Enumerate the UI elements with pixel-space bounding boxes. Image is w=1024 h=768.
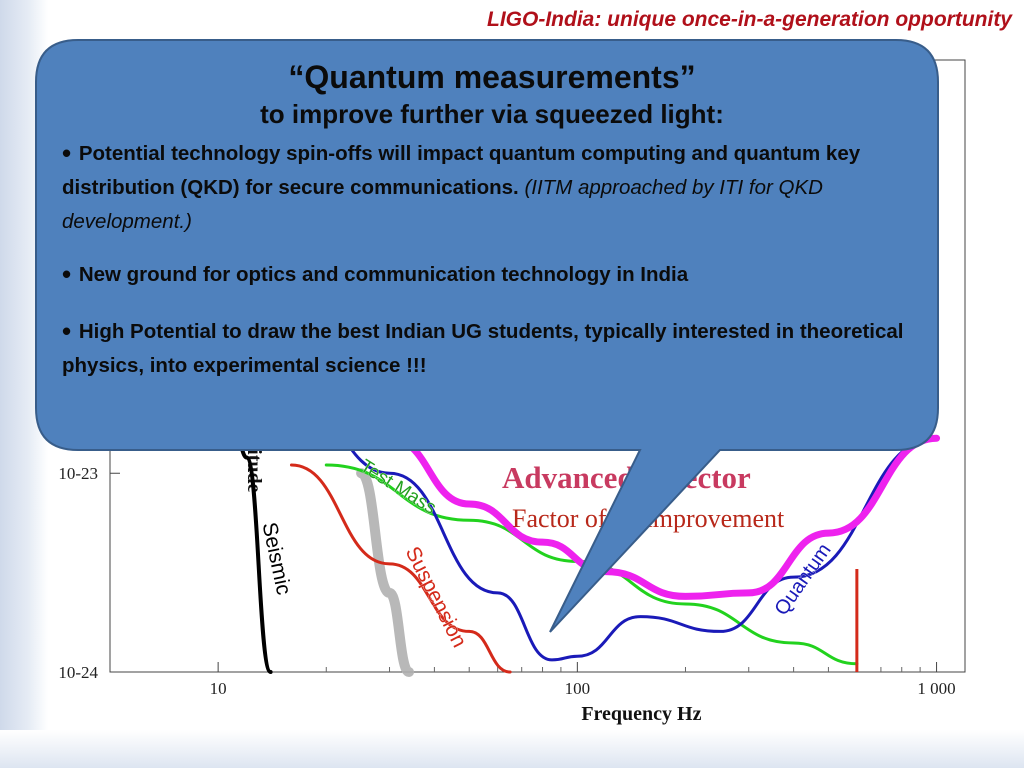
bullet-item: • New ground for optics and communicatio…: [62, 257, 922, 292]
bullet-italic-note: (IITM approached by ITI for QKD developm…: [62, 176, 823, 233]
y-tick-label: 10-23: [58, 464, 98, 483]
callout-text: “Quantum measurements” to improve furthe…: [62, 58, 922, 383]
series-line-suspension: [289, 463, 512, 674]
series-line-quantum: [216, 178, 939, 662]
bullet-dot-icon: •: [62, 138, 72, 168]
bullet-text: High Potential to draw the best Indian U…: [62, 320, 904, 377]
series-line-advanced-detector: [386, 434, 941, 600]
bullet-dot-icon: •: [62, 259, 72, 289]
x-tick-label: 1 000: [917, 679, 955, 698]
bullet-dot-icon: •: [62, 316, 72, 346]
x-axis-label: Frequency Hz: [581, 703, 701, 725]
bullet-text: New ground for optics and communication …: [78, 263, 689, 286]
series-line-unlabeled-1: [356, 468, 415, 677]
bullet-item: • Potential technology spin-offs will im…: [62, 136, 922, 239]
y-tick-label: 10-24: [58, 663, 98, 682]
callout-title: “Quantum measurements”: [288, 59, 696, 95]
x-tick-label: 100: [565, 679, 591, 698]
bullet-text: Potential technology spin-offs will impa…: [62, 142, 861, 199]
x-tick-label: 10: [210, 679, 227, 698]
callout-bubble: [35, 39, 939, 633]
bottom-band: [0, 730, 1024, 768]
callout-subtitle: to improve further via squeezed light:: [260, 99, 724, 129]
header-title: LIGO-India: unique once-in-a-generation …: [487, 8, 1012, 31]
bullet-item: • High Potential to draw the best Indian…: [62, 314, 922, 383]
